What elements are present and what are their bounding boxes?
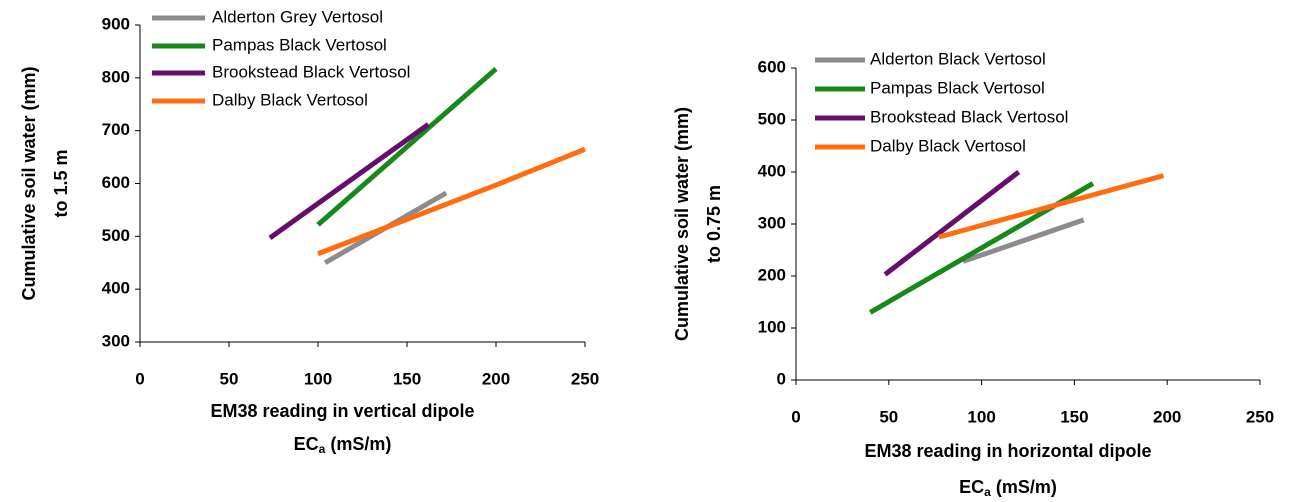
chart: 300 400 500 600 700 800 900 0 50 100 150 200 250 EM38… bbox=[19, 7, 599, 456]
x-tick-label: 150 bbox=[1060, 407, 1088, 426]
y-tick-label: 600 bbox=[758, 57, 786, 76]
y-tick-label: 500 bbox=[758, 109, 786, 128]
x-tick-label: 250 bbox=[1246, 407, 1274, 426]
legend-label: Dalby Black Vertosol bbox=[212, 90, 368, 109]
unit-base: EC bbox=[294, 434, 319, 454]
x-tick-label: 100 bbox=[304, 369, 332, 388]
y-axis-title: to 0.75 m bbox=[704, 185, 724, 263]
legend-label: Brookstead Black Vertosol bbox=[870, 107, 1068, 126]
x-tick-label: 150 bbox=[393, 369, 421, 388]
y-tick-label: 900 bbox=[102, 14, 130, 33]
y-tick-label: 500 bbox=[102, 226, 130, 245]
legend-label: Pampas Black Vertosol bbox=[870, 78, 1045, 97]
chart: 0 100 200 300 400 500 600 0 50 100 150 200 250 EM38 r… bbox=[672, 49, 1274, 499]
x-tick-label: 50 bbox=[220, 369, 239, 388]
x-tick-label: 0 bbox=[791, 407, 800, 426]
x-tick-label: 50 bbox=[879, 407, 898, 426]
data-line bbox=[962, 217, 1085, 264]
unit-sub: a bbox=[984, 485, 991, 499]
y-axis-title: to 1.5 m bbox=[51, 149, 71, 217]
x-axis-title: ECa (mS/m) bbox=[959, 477, 1057, 499]
legend-label: Pampas Black Vertosol bbox=[212, 35, 387, 54]
x-axis-title: ECa (mS/m) bbox=[294, 434, 392, 456]
legend-label: Dalby Black Vertosol bbox=[870, 136, 1026, 155]
y-tick-label: 0 bbox=[777, 369, 786, 388]
unit-sub: a bbox=[319, 442, 326, 456]
data-line bbox=[317, 146, 586, 257]
unit-rest: (mS/m) bbox=[330, 434, 391, 454]
y-tick-label: 300 bbox=[102, 331, 130, 350]
x-tick-label: 250 bbox=[571, 369, 599, 388]
unit-base: EC bbox=[959, 477, 984, 497]
x-tick-label: 200 bbox=[482, 369, 510, 388]
x-tick-label: 100 bbox=[967, 407, 995, 426]
y-axis-title: Cumulative soil water (mm) bbox=[672, 107, 692, 341]
y-tick-label: 700 bbox=[102, 120, 130, 139]
legend-label: Alderton Black Vertosol bbox=[870, 49, 1046, 68]
y-tick-label: 400 bbox=[102, 279, 130, 298]
x-axis-title: EM38 reading in vertical dipole bbox=[210, 401, 474, 421]
data-line bbox=[938, 173, 1165, 240]
x-tick-label: 200 bbox=[1153, 407, 1181, 426]
data-line bbox=[316, 66, 498, 227]
y-tick-label: 800 bbox=[102, 67, 130, 86]
legend-label: Alderton Grey Vertosol bbox=[212, 7, 383, 26]
y-axis-title: Cumulative soil water (mm) bbox=[19, 66, 39, 300]
unit-rest: (mS/m) bbox=[996, 477, 1057, 497]
y-tick-label: 600 bbox=[102, 173, 130, 192]
y-tick-label: 300 bbox=[758, 213, 786, 232]
y-tick-label: 200 bbox=[758, 265, 786, 284]
data-line bbox=[268, 122, 430, 240]
x-tick-label: 0 bbox=[135, 369, 144, 388]
y-tick-label: 100 bbox=[758, 317, 786, 336]
y-tick-label: 400 bbox=[758, 161, 786, 180]
data-line bbox=[883, 170, 1021, 277]
legend-label: Brookstead Black Vertosol bbox=[212, 62, 410, 81]
x-axis-title: EM38 reading in horizontal dipole bbox=[864, 441, 1151, 461]
